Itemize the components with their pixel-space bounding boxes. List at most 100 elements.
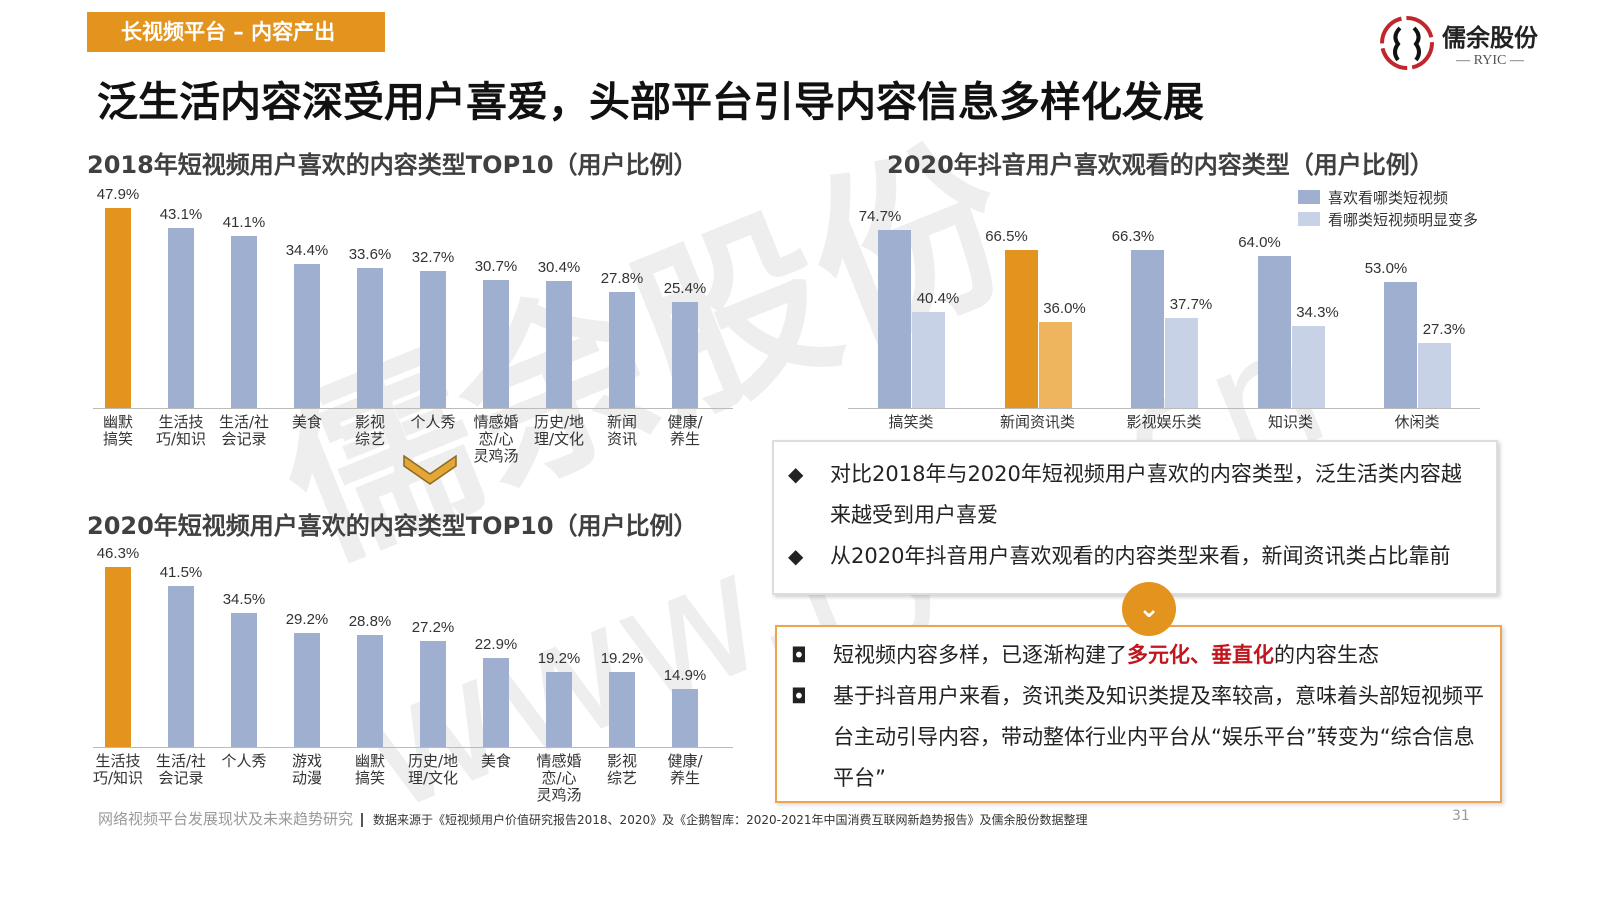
category-label: 情感婚 恋/心 灵鸡汤	[473, 413, 519, 465]
category-label: 美食	[291, 413, 322, 431]
chevron-down-icon	[403, 454, 457, 485]
category-label: 休闲类	[1394, 413, 1440, 431]
category-label: 影视 综艺	[354, 413, 385, 448]
footer-source: 数据来源于《短视频用户价值研究报告2018、2020》及《企鹅智库：2020-2…	[361, 813, 1088, 827]
conclusion-box: ◘ 短视频内容多样，已逐渐构建了多元化、垂直化的内容生态 ◘ 基于抖音用户来看，资讯…	[775, 625, 1502, 803]
summary-box: ◆ 对比2018年与2020年短视频用户喜欢的内容类型，泛生活类内容越来越受到用户…	[772, 440, 1498, 595]
logo-name: 儒余股份	[1442, 22, 1538, 52]
category-label: 影视娱乐类	[1126, 413, 1202, 431]
bar	[420, 271, 446, 408]
bar	[878, 230, 911, 408]
bar	[168, 227, 194, 408]
data-label: 32.7%	[411, 249, 455, 267]
bar	[672, 301, 698, 408]
category-label: 情感婚 恋/心 灵鸡汤	[536, 752, 582, 804]
logo-sub: — RYIC —	[1456, 52, 1524, 68]
data-label: 36.0%	[1043, 300, 1086, 318]
bar	[672, 689, 698, 747]
bar	[546, 280, 572, 408]
bar	[546, 672, 572, 747]
data-label: 40.4%	[916, 289, 960, 307]
data-label: 22.9%	[474, 635, 518, 653]
bar	[1165, 318, 1198, 408]
data-label: 53.0%	[1364, 259, 1408, 277]
category-label: 健康/养生	[667, 413, 703, 448]
category-label: 个人秀	[410, 413, 456, 431]
bar	[609, 291, 635, 408]
x-axis	[848, 408, 1480, 409]
diamond-bullet-icon: ◆	[788, 544, 804, 568]
x-axis	[93, 747, 733, 748]
square-bullet-icon: ◘	[791, 684, 807, 708]
data-label: 14.9%	[663, 667, 707, 685]
data-label: 43.1%	[159, 205, 203, 223]
data-label: 27.3%	[1422, 321, 1466, 339]
data-label: 34.4%	[285, 242, 329, 260]
bar	[231, 612, 257, 747]
category-label: 游戏 动漫	[291, 752, 322, 787]
data-label: 29.2%	[285, 611, 329, 629]
data-label: 41.1%	[222, 214, 266, 232]
data-label: 19.2%	[600, 650, 644, 668]
data-label: 25.4%	[663, 279, 707, 297]
x-axis	[93, 408, 733, 409]
summary-bullet: 从2020年抖音用户喜欢观看的内容类型来看，新闻资讯类占比靠前	[830, 544, 1451, 568]
bar	[1004, 249, 1038, 408]
bar	[912, 311, 945, 408]
data-label: 34.3%	[1296, 304, 1339, 322]
legend-swatch	[1298, 190, 1320, 204]
conclusion-bullet: 短视频内容多样，已逐渐构建了多元化、垂直化的内容生态	[833, 643, 1379, 667]
category-label: 生活技 巧/知识	[92, 752, 144, 787]
category-label: 健康/养生	[667, 752, 703, 787]
data-label: 47.9%	[96, 185, 140, 203]
data-label: 33.6%	[348, 245, 392, 263]
diamond-bullet-icon: ◆	[788, 462, 804, 486]
bar	[105, 566, 131, 747]
legend-swatch	[1298, 212, 1320, 226]
legend-item: 喜欢看哪类短视频	[1298, 186, 1478, 208]
summary-bullet: 对比2018年与2020年短视频用户喜欢的内容类型，泛生活类内容越来越受到用户喜…	[830, 462, 1462, 527]
bar	[231, 236, 257, 408]
bar	[420, 641, 446, 747]
bar	[1418, 343, 1451, 408]
footer: 网络视频平台发展现状及未来趋势研究 数据来源于《短视频用户价值研究报告2018、2…	[98, 808, 1088, 829]
page-number: 31	[1452, 808, 1470, 824]
category-label: 新闻资讯类	[999, 413, 1075, 431]
category-label: 生活技 巧/知识	[155, 413, 207, 448]
logo-icon	[1380, 16, 1434, 70]
category-label: 搞笑类	[888, 413, 934, 431]
category-label: 生活/社 会记录	[155, 752, 207, 787]
data-label: 27.2%	[411, 619, 455, 637]
bar	[1384, 281, 1417, 408]
page-title: 泛生活内容深受用户喜爱，头部平台引导内容信息多样化发展	[97, 78, 1204, 126]
legend-label: 喜欢看哪类短视频	[1328, 188, 1449, 207]
conclusion-bullet: 基于抖音用户来看，资讯类及知识类提及率较高，意味着头部短视频平台主动引导内容，带…	[833, 684, 1484, 790]
legend: 喜欢看哪类短视频 看哪类短视频明显变多	[1298, 186, 1478, 230]
category-label: 知识类	[1267, 413, 1313, 431]
category-label: 生活/社 会记录	[218, 413, 270, 448]
bar	[1038, 322, 1072, 408]
square-bullet-icon: ◘	[791, 643, 807, 667]
bar	[483, 279, 509, 408]
category-label: 影视 综艺	[606, 752, 637, 787]
data-label: 74.7%	[858, 208, 902, 226]
chart1-title: 2018年短视频用户喜欢的内容类型TOP10（用户比例）	[87, 151, 698, 179]
logo: 儒余股份 — RYIC —	[1378, 14, 1538, 72]
category-label: 新闻 资讯	[606, 413, 637, 448]
bar	[1291, 326, 1325, 408]
data-label: 27.8%	[600, 269, 644, 287]
bar	[1131, 250, 1164, 408]
category-label: 幽默 搞笑	[354, 752, 385, 787]
data-label: 19.2%	[537, 650, 581, 668]
bar	[168, 585, 194, 747]
category-label: 幽默 搞笑	[102, 413, 133, 448]
data-label: 28.8%	[348, 612, 392, 630]
bar	[294, 633, 320, 747]
data-label: 46.3%	[96, 544, 140, 562]
bar	[294, 264, 320, 408]
bar	[105, 207, 131, 408]
bar	[357, 634, 383, 747]
data-label: 64.0%	[1238, 233, 1281, 251]
legend-label: 看哪类短视频明显变多	[1328, 210, 1479, 229]
category-label: 美食	[480, 752, 511, 770]
